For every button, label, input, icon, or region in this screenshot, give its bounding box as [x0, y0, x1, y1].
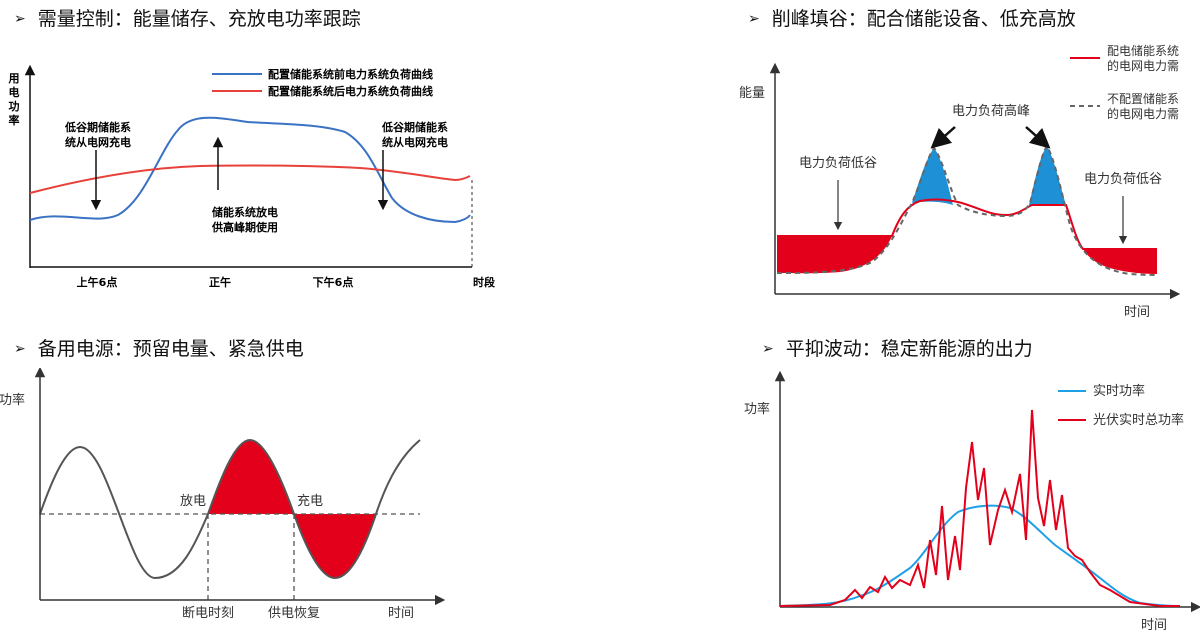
- ann-right-1: 低谷期储能系: [381, 120, 448, 134]
- realtime-power-curve: [779, 504, 1181, 607]
- legend-with-storage-2: 的电网电力需: [1107, 58, 1179, 73]
- outage-label: 断电时刻: [182, 606, 234, 621]
- y-axis-label-1: 用: [9, 72, 20, 85]
- y-axis-label-2: 电: [9, 85, 20, 99]
- peak-panel-title: ➢ 削峰填谷：配合储能设备、低充高放: [748, 7, 1076, 33]
- discharge-fill: [208, 440, 294, 514]
- ann-low-right: 电力负荷低谷: [1084, 172, 1162, 187]
- legend-pv-label: 光伏实时总功率: [1093, 412, 1184, 428]
- y-axis-label: 能量: [739, 86, 765, 101]
- x-tick-morning: 上午6点: [77, 275, 118, 289]
- ann-peak: 电力负荷高峰: [952, 103, 1030, 119]
- ann-charge: 充电: [297, 493, 323, 509]
- legend-with-storage-1: 配电储能系统: [1107, 43, 1179, 58]
- y-axis-label: 功率: [744, 401, 770, 417]
- smoothing-diagram: 功率 时间 实时功率 光伏实时总功率: [744, 370, 1200, 633]
- bullet-icon: ➢: [748, 11, 760, 27]
- valley-fill-left: [777, 236, 892, 274]
- ann-right-2: 统从电网充电: [382, 135, 448, 149]
- pv-power-curve: [779, 409, 1180, 607]
- legend-without-storage-1: 不配置储能系: [1107, 91, 1179, 106]
- backup-title-text: 备用电源：预留电量、紧急供电: [37, 338, 304, 360]
- x-axis-label: 时间: [1141, 618, 1167, 633]
- bullet-icon: ➢: [762, 341, 774, 357]
- legend-without-storage-2: 的电网电力需: [1107, 106, 1179, 121]
- peak-title-text: 削峰填谷：配合储能设备、低充高放: [771, 8, 1076, 30]
- after-load-curve: [29, 164, 471, 194]
- y-axis-label-3: 功: [9, 99, 20, 113]
- ann-low-left: 电力负荷低谷: [799, 156, 877, 171]
- x-tick-evening: 下午6点: [313, 275, 354, 289]
- legend-after-label: 配置储能系统后电力系统负荷曲线: [268, 84, 433, 98]
- before-load-curve: [29, 116, 471, 224]
- bullet-icon: ➢: [14, 341, 26, 357]
- peak-arrow-left: [930, 126, 956, 149]
- legend-realtime-label: 实时功率: [1093, 383, 1145, 399]
- x-axis-label: 时间: [1124, 305, 1150, 320]
- ann-left-2: 统从电网充电: [65, 135, 131, 149]
- bullet-icon: ➢: [14, 11, 26, 27]
- ann-mid-2: 供高峰期使用: [211, 220, 278, 234]
- restore-label: 供电恢复: [268, 606, 320, 621]
- legend-before-label: 配置储能系统前电力系统负荷曲线: [268, 67, 433, 81]
- peak-fill-left: [912, 148, 953, 205]
- x-axis-label: 时段: [473, 275, 495, 289]
- y-axis-label: 功率: [0, 392, 25, 408]
- backup-power-diagram: 功率 放电 充电 断电时刻 供电恢复 时间: [0, 368, 446, 621]
- power-curve: [39, 438, 421, 580]
- ann-left-1: 低谷期储能系: [64, 120, 131, 134]
- with-storage-demand-line: [777, 198, 1157, 250]
- peak-arrow-right: [1025, 126, 1051, 149]
- x-axis-label: 时间: [388, 606, 414, 621]
- backup-panel-title: ➢ 备用电源：预留电量、紧急供电: [14, 337, 304, 363]
- demand-panel-title: ➢ 需量控制：能量储存、充放电功率跟踪: [14, 7, 361, 33]
- ann-discharge: 放电: [180, 494, 206, 509]
- smooth-title-text: 平抑波动：稳定新能源的出力: [785, 338, 1033, 360]
- demand-title-text: 需量控制：能量储存、充放电功率跟踪: [37, 8, 361, 30]
- peak-fill-right: [1029, 146, 1066, 205]
- smooth-panel-title: ➢ 平抑波动：稳定新能源的出力: [762, 337, 1033, 363]
- y-axis-label-4: 率: [9, 113, 20, 127]
- demand-control-diagram: 用 电 功 率 配置储能系统前电力系统负荷曲线 配置储能系统后电力系统负荷曲线 …: [9, 64, 495, 289]
- valley-fill-right: [1083, 249, 1157, 274]
- ann-mid-1: 储能系统放电: [212, 205, 278, 219]
- x-tick-noon: 正午: [209, 275, 231, 289]
- peak-shaving-diagram: 能量 时间 配电储能系统 的电网电力需 不配置储能系 的电网电力需 电力负荷高峰…: [739, 43, 1181, 320]
- charge-fill: [294, 514, 376, 578]
